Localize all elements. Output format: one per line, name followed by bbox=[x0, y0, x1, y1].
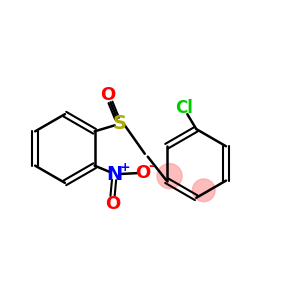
Text: O: O bbox=[105, 196, 120, 214]
Text: O: O bbox=[100, 85, 116, 103]
Text: N: N bbox=[106, 165, 122, 184]
Text: Cl: Cl bbox=[176, 99, 193, 117]
Circle shape bbox=[192, 179, 215, 202]
Circle shape bbox=[157, 164, 182, 189]
Text: +: + bbox=[119, 161, 130, 174]
Text: O: O bbox=[135, 164, 150, 182]
Text: S: S bbox=[113, 114, 127, 134]
Text: -: - bbox=[148, 159, 154, 173]
